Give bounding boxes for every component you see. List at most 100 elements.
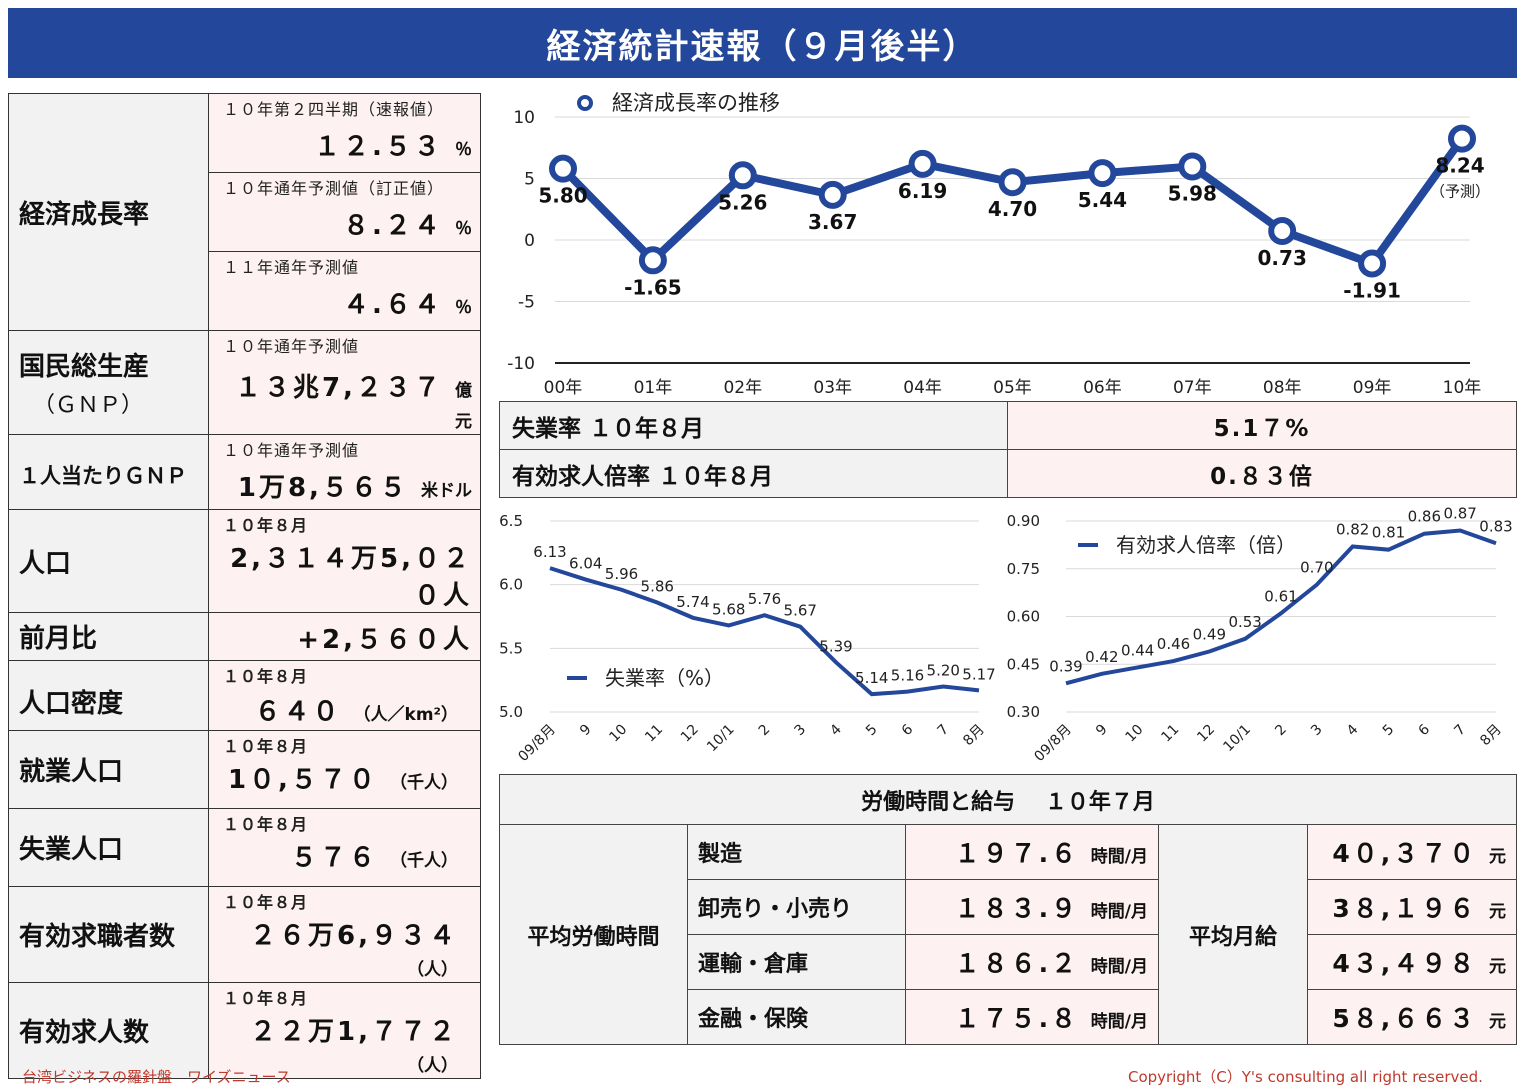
data-label: 0.83	[1479, 517, 1512, 535]
data-label: 6.13	[533, 543, 566, 561]
data-label: 0.70	[1300, 559, 1333, 577]
job-seekers-value: ２６万6,９３４	[250, 921, 458, 951]
gnp-label-cell: 国民総生産 （ＧＮＰ）	[8, 330, 209, 435]
gdp-row: １０年第２四半期（速報値） １２.５３ ％	[208, 93, 481, 173]
y-tick-label: 5.0	[499, 703, 523, 721]
data-label: 5.44	[1078, 188, 1127, 212]
data-label: 0.44	[1121, 641, 1154, 659]
gdp-row-sub: １１年通年予測値	[223, 258, 360, 277]
data-label: -1.91	[1343, 278, 1401, 302]
hours-value-cell: １９７.６ 時間/月	[905, 824, 1159, 880]
legend-marker	[577, 95, 593, 111]
wage-unit: 元	[1489, 902, 1506, 922]
job-openings-value: ２２万1,７７２	[250, 1017, 458, 1047]
summary-table: 失業率 １０年８月 5.1７% 有効求人倍率 １０年８月 0.８３倍	[499, 401, 1517, 498]
data-label: 0.73	[1258, 246, 1307, 270]
x-tick-label: 00年	[544, 378, 583, 397]
x-tick-label: 09年	[1353, 378, 1392, 397]
population-sub: １０年８月	[223, 516, 309, 535]
data-label: 0.39	[1049, 657, 1082, 675]
unemployed-label: 失業人口	[8, 808, 209, 887]
data-label: 0.82	[1336, 520, 1369, 538]
data-label: 4.70	[988, 197, 1037, 221]
data-label: 5.67	[784, 602, 817, 620]
gdp-row-value: １２.５３	[314, 132, 443, 162]
x-tick-label: 7	[934, 722, 952, 740]
wage-value: 4３,４９８	[1332, 949, 1478, 978]
series-line	[549, 566, 980, 697]
data-label: 5.17	[962, 665, 995, 683]
x-tick-label: 10	[606, 722, 630, 746]
job-ratio-value: 0.８３倍	[1007, 449, 1517, 498]
data-label: 5.96	[605, 565, 638, 583]
gdp-row: １１年通年予測値 ４.６４ ％	[208, 251, 481, 331]
gnp-label: 国民総生産	[19, 352, 150, 382]
data-point	[1358, 249, 1387, 278]
x-tick-label: 9	[1093, 722, 1111, 740]
data-point	[998, 168, 1027, 197]
x-tick-label: 8月	[1477, 722, 1505, 750]
wage-value: 3８,１９６	[1332, 894, 1478, 923]
job-seekers-unit: （人）	[407, 960, 458, 980]
job-seekers-sub: １０年８月	[223, 893, 309, 912]
employed-value-cell: １０年８月 1０,５７０ （千人）	[208, 730, 481, 809]
footer-brand: 台湾ビジネスの羅針盤 ワイズニュース	[22, 1068, 291, 1086]
y-tick-label: 10	[513, 108, 535, 128]
legend-label: 失業率（%）	[605, 666, 724, 690]
x-tick-label: 9	[577, 722, 595, 740]
job-openings-sub: １０年８月	[223, 989, 309, 1008]
hours-value-cell: １７５.８ 時間/月	[905, 989, 1159, 1045]
series-line	[1065, 528, 1497, 686]
x-tick-label: 2	[1272, 722, 1290, 740]
wage-unit: 元	[1489, 957, 1506, 977]
hours-value: １７５.８	[954, 1004, 1080, 1033]
data-label: 0.87	[1443, 505, 1476, 523]
forecast-annotation: （予測）	[1430, 183, 1490, 201]
population-change-cell: +2,５６０人	[208, 612, 481, 661]
data-point	[1268, 217, 1297, 246]
y-tick-label: 6.5	[499, 512, 523, 530]
data-label: 5.80	[538, 184, 587, 208]
data-label: 0.46	[1157, 635, 1190, 653]
y-tick-label: 5	[524, 170, 535, 190]
data-point	[1178, 152, 1207, 181]
data-label: 3.67	[808, 210, 857, 234]
x-tick-label: 4	[827, 721, 845, 739]
data-point	[549, 154, 577, 183]
gdp-label: 経済成長率	[8, 93, 209, 331]
hours-unit: 時間/月	[1090, 957, 1148, 977]
gdp-row-sub: １０年通年予測値（訂正値）	[223, 179, 445, 198]
unemployed-sub: １０年８月	[223, 815, 309, 834]
growth-chart: 10 5 0 -5 -10 00年 01年 02年 03年 04年 05年 06年 07年 08年 09年 1…	[507, 91, 1490, 397]
x-tick-label: 3	[791, 722, 809, 740]
gnp-label-sub: （ＧＮＰ）	[33, 393, 144, 418]
x-tick-label: 11	[642, 722, 666, 746]
population-label: 人口	[8, 509, 209, 613]
data-label: 5.20	[927, 662, 960, 680]
unemployment-chart: 6.5 6.0 5.5 5.009/8月 9 10 11 12 10/1 2 3 4 5 6 7 8月 6.13…	[499, 512, 995, 765]
gnp-pc-value-cell: １０年通年予測値 1万8,５６５ 米ドル	[208, 434, 481, 515]
population-change-value: +2,５６０人	[297, 625, 472, 655]
data-label: 0.86	[1408, 508, 1441, 526]
data-point	[818, 180, 847, 209]
x-tick-label: 12	[1194, 722, 1218, 746]
employed-value: 1０,５７０	[227, 765, 378, 795]
x-tick-label: 7	[1451, 722, 1469, 740]
density-sub: １０年８月	[223, 667, 309, 686]
gdp-table: 経済成長率 １０年第２四半期（速報値） １２.５３ ％ １０年通年予測値（訂正値…	[8, 93, 481, 515]
x-tick-label: 10/1	[704, 722, 738, 756]
y-tick-label: 0.60	[1007, 608, 1040, 626]
hours-value: １９７.６	[954, 839, 1080, 868]
gnp-pc-sub: １０年通年予測値	[223, 441, 360, 460]
x-tick-label: 02年	[723, 378, 762, 397]
data-point	[638, 246, 667, 275]
legend-label: 経済成長率の推移	[612, 91, 780, 115]
sector-label: 製造	[687, 824, 906, 880]
data-label: 5.74	[676, 593, 709, 611]
x-tick-label: 12	[678, 722, 702, 746]
employed-sub: １０年８月	[223, 737, 309, 756]
hours-value-cell: １８６.２ 時間/月	[905, 934, 1159, 990]
x-tick-label: 06年	[1083, 378, 1122, 397]
data-point	[1088, 159, 1117, 188]
